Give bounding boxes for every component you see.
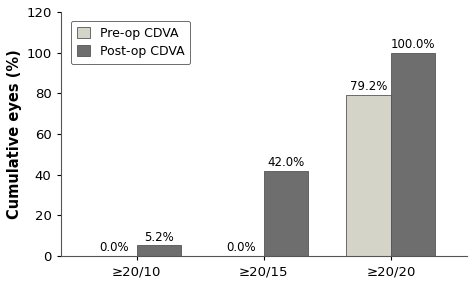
Text: 42.0%: 42.0%: [267, 156, 305, 169]
Text: 0.0%: 0.0%: [100, 241, 129, 255]
Text: 79.2%: 79.2%: [350, 80, 387, 93]
Legend: Pre-op CDVA, Post-op CDVA: Pre-op CDVA, Post-op CDVA: [71, 21, 191, 64]
Text: 5.2%: 5.2%: [144, 231, 174, 244]
Y-axis label: Cumulative eyes (%): Cumulative eyes (%): [7, 49, 22, 219]
Text: 0.0%: 0.0%: [227, 241, 256, 255]
Bar: [137, 245, 181, 256]
Bar: [264, 171, 308, 256]
Bar: [391, 53, 435, 256]
Text: 100.0%: 100.0%: [391, 38, 435, 51]
Bar: [346, 95, 391, 256]
